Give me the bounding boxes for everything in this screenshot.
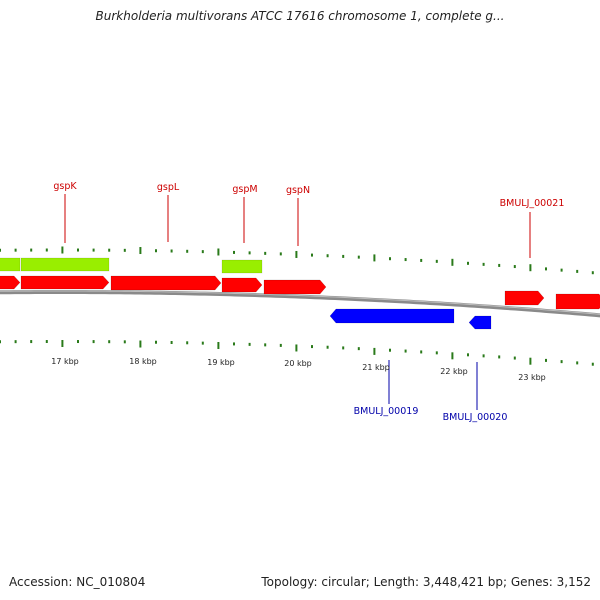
tick-marks-layer <box>0 246 594 366</box>
gene-label-gspk[interactable]: gspK <box>53 181 77 192</box>
accession-label: Accession: NC_010804 <box>9 575 146 589</box>
green-feature[interactable] <box>221 259 263 274</box>
forward-gene-arrow[interactable] <box>221 277 263 293</box>
gene-label-bmulj-00019[interactable]: BMULJ_00019 <box>354 406 419 417</box>
forward-gene-arrow[interactable] <box>0 275 21 290</box>
scale-label-17kbp: 17 kbp <box>51 357 79 366</box>
forward-gene-arrow[interactable] <box>555 293 600 310</box>
green-feature[interactable] <box>0 257 21 272</box>
genome-title: Burkholderia multivorans ATCC 17616 chro… <box>95 9 505 23</box>
forward-gene-arrow[interactable] <box>263 279 327 295</box>
chromosome-backbone-layer <box>0 290 600 318</box>
gene-label-gspm[interactable]: gspM <box>232 184 257 195</box>
scale-label-20kbp: 20 kbp <box>284 359 312 368</box>
scale-label-19kbp: 19 kbp <box>207 358 235 367</box>
scale-label-23kbp: 23 kbp <box>518 373 546 382</box>
gene-label-bmulj-00020[interactable]: BMULJ_00020 <box>443 412 508 423</box>
forward-gene-arrow[interactable] <box>110 275 222 291</box>
gene-labels-layer: gspK gspL gspM gspN BMULJ_00021 BMULJ_00… <box>53 181 564 423</box>
forward-gene-arrow[interactable] <box>20 275 110 290</box>
scale-label-18kbp: 18 kbp <box>129 357 157 366</box>
genome-summary-label: Topology: circular; Length: 3,448,421 bp… <box>261 575 591 589</box>
reverse-gene-arrow[interactable] <box>329 308 455 324</box>
scale-label-22kbp: 22 kbp <box>440 367 468 376</box>
gene-label-bmulj-00021[interactable]: BMULJ_00021 <box>500 198 565 209</box>
green-feature[interactable] <box>20 257 110 272</box>
chromosome-backbone <box>0 290 600 318</box>
forward-gene-arrow[interactable] <box>504 290 545 306</box>
chromosome-backbone-highlight <box>0 290 600 315</box>
reverse-gene-arrow[interactable] <box>468 315 492 330</box>
gene-features-layer <box>0 257 600 330</box>
gene-label-gspl[interactable]: gspL <box>157 182 180 193</box>
scale-labels-layer: 17 kbp 18 kbp 19 kbp 20 kbp 21 kbp 22 kb… <box>51 357 546 382</box>
gene-label-gspn[interactable]: gspN <box>286 185 310 196</box>
scale-label-21kbp: 21 kbp <box>362 363 390 372</box>
